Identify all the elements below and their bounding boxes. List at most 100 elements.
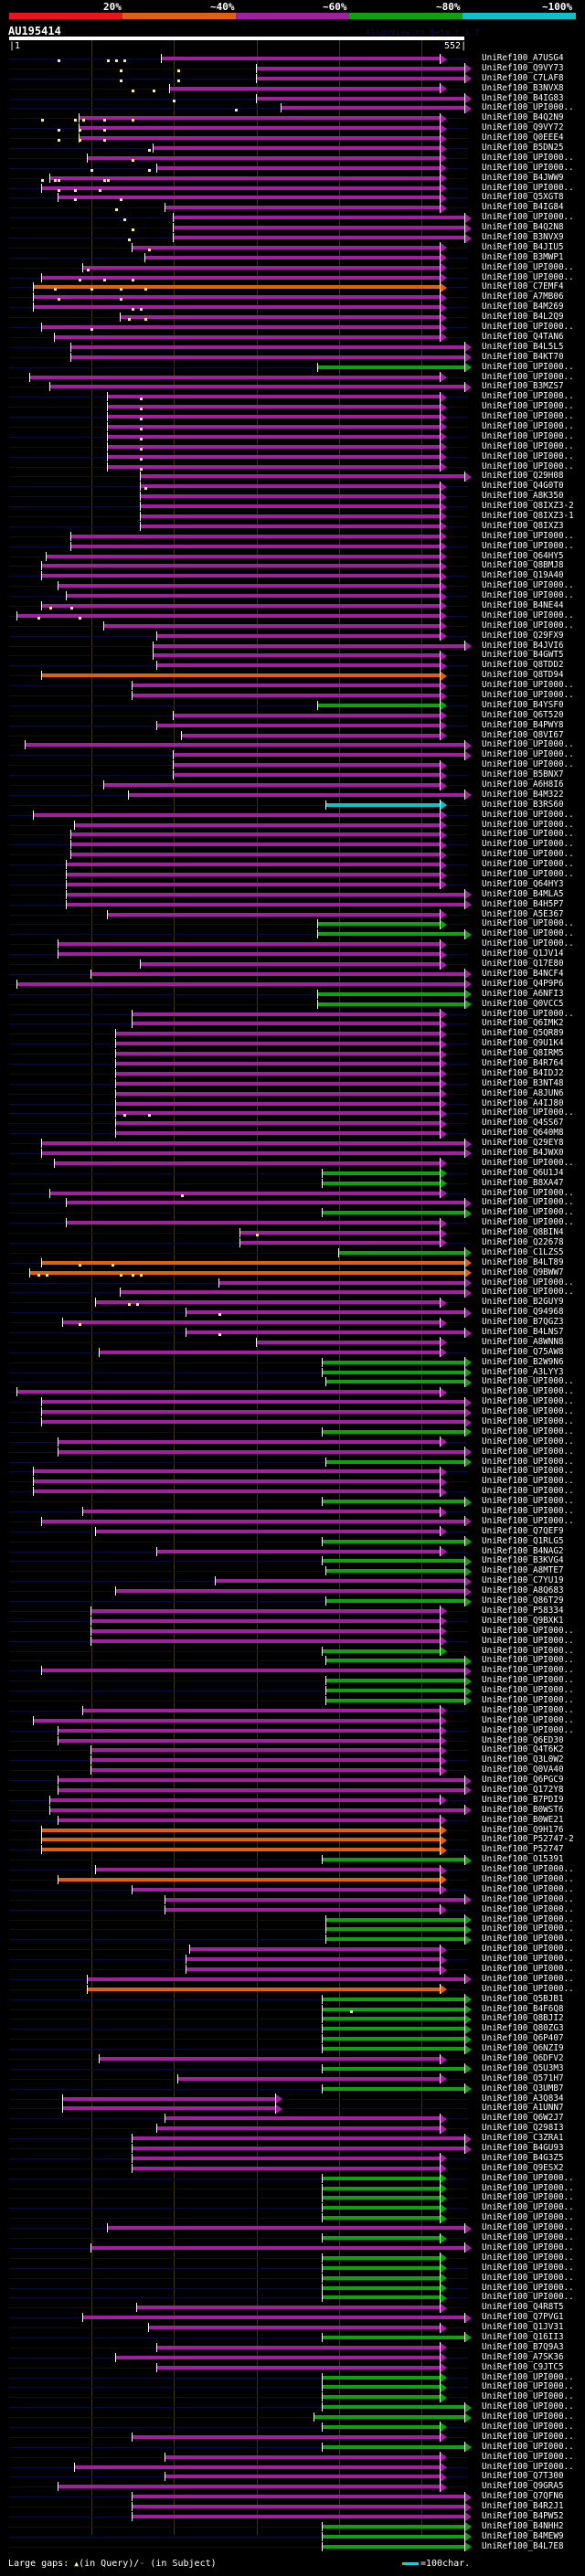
hit-label[interactable]: UniRef100_Q1JV14 [482,949,564,959]
alignment-bar[interactable] [79,136,441,141]
hit-label[interactable]: UniRef100_Q9BWW7 [482,1267,564,1277]
hit-label[interactable]: UniRef100_Q7QFN6 [482,2491,564,2502]
alignment-bar[interactable] [116,1131,441,1136]
hit-row[interactable]: UniRef100_Q1JV31 [0,2322,585,2333]
hit-row[interactable]: UniRef100_B4GU93 [0,2143,585,2154]
alignment-bar[interactable] [67,594,441,599]
hit-row[interactable]: UniRef100_UPI000.. [0,322,585,333]
hit-row[interactable]: UniRef100_B7Q9A3 [0,2342,585,2353]
hit-row[interactable]: UniRef100_B4JWX0 [0,1148,585,1159]
hit-row[interactable]: UniRef100_C7EMF4 [0,282,585,292]
alignment-bar[interactable] [87,1977,464,1981]
hit-label[interactable]: UniRef100_B3MWP1 [482,251,564,262]
hit-row[interactable]: UniRef100_Q571H7 [0,2072,585,2084]
hit-row[interactable]: UniRef100_UPI000.. [0,1108,585,1118]
alignment-bar[interactable] [120,1290,464,1295]
hit-row[interactable]: UniRef100_UPI000.. [0,1924,585,1935]
hit-row[interactable]: UniRef100_B4M322 [0,790,585,800]
hit-row[interactable]: UniRef100_B4IDJ2 [0,1068,585,1079]
alignment-bar[interactable] [108,405,441,409]
hit-row[interactable]: UniRef100_UPI000.. [0,1516,585,1527]
hit-row[interactable]: UniRef100_B3KVG4 [0,1556,585,1566]
hit-label[interactable]: UniRef100_B4F6Q8 [482,2003,564,2014]
hit-label[interactable]: UniRef100_B4GWT5 [482,650,564,661]
hit-label[interactable]: UniRef100_B4R2J1 [482,2501,564,2512]
hit-row[interactable]: UniRef100_Q640M8 [0,1128,585,1139]
alignment-bar[interactable] [58,1778,464,1783]
hit-label[interactable]: UniRef100_P58334 [482,1605,564,1616]
alignment-bar[interactable] [338,1250,464,1255]
hit-label[interactable]: UniRef100_UPI000.. [482,1446,574,1457]
alignment-bar[interactable] [62,1320,441,1325]
alignment-bar[interactable] [34,812,441,817]
alignment-bar[interactable] [322,2086,464,2091]
hit-label[interactable]: UniRef100_UPI000.. [482,1625,574,1636]
hit-row[interactable]: UniRef100_Q9VY72 [0,122,585,133]
alignment-bar[interactable] [34,1718,441,1723]
hit-row[interactable]: UniRef100_UPI000.. [0,1874,585,1885]
hit-label[interactable]: UniRef100_A5E367 [482,908,564,919]
hit-label[interactable]: UniRef100_UPI000.. [482,690,574,700]
alignment-bar[interactable] [91,1758,441,1763]
alignment-bar[interactable] [281,106,464,111]
hit-row[interactable]: UniRef100_UPI000.. [0,1188,585,1199]
alignment-bar[interactable] [29,1270,464,1275]
alignment-bar[interactable] [67,902,464,906]
hit-row[interactable]: UniRef100_UPI000.. [0,2452,585,2463]
hit-row[interactable]: UniRef100_UPI000.. [0,461,585,472]
hit-row[interactable]: UniRef100_UPI000.. [0,1715,585,1726]
hit-label[interactable]: UniRef100_UPI000.. [482,2252,574,2263]
hit-label[interactable]: UniRef100_UPI000.. [482,212,574,223]
hit-row[interactable]: UniRef100_UPI000.. [0,2202,585,2213]
hit-label[interactable]: UniRef100_A6NFI3 [482,988,564,999]
alignment-bar[interactable] [108,464,441,469]
hit-label[interactable]: UniRef100_Q6ED30 [482,1734,564,1745]
alignment-bar[interactable] [318,991,464,996]
hit-label[interactable]: UniRef100_A3Q834 [482,2093,564,2104]
hit-row[interactable]: UniRef100_Q8IXZ3-2 [0,501,585,512]
hit-label[interactable]: UniRef100_UPI000.. [482,1426,574,1436]
hit-label[interactable]: UniRef100_A6H8I6 [482,779,564,790]
hit-row[interactable]: UniRef100_UPI000.. [0,1944,585,1955]
alignment-bar[interactable] [91,971,464,976]
hit-label[interactable]: UniRef100_Q3UMB7 [482,2083,564,2094]
alignment-bar[interactable] [46,554,441,558]
alignment-bar[interactable] [157,1549,441,1553]
alignment-bar[interactable] [322,2047,464,2051]
alignment-bar[interactable] [133,2147,464,2151]
hit-row[interactable]: UniRef100_UPI000.. [0,938,585,949]
alignment-bar[interactable] [58,952,441,957]
alignment-bar[interactable] [326,1380,464,1384]
hit-label[interactable]: UniRef100_Q571H7 [482,2072,564,2083]
alignment-bar[interactable] [149,2326,441,2330]
alignment-bar[interactable] [186,1957,441,1962]
hit-row[interactable]: UniRef100_B0WST6 [0,1805,585,1816]
hit-row[interactable]: UniRef100_UPI000.. [0,531,585,542]
hit-label[interactable]: UniRef100_UPI000.. [482,461,574,472]
hit-label[interactable]: UniRef100_UPI000.. [482,1883,574,1894]
alignment-bar[interactable] [133,1012,441,1016]
hit-label[interactable]: UniRef100_Q29EY8 [482,1138,564,1149]
hit-row[interactable]: UniRef100_UPI000.. [0,690,585,701]
alignment-bar[interactable] [322,2255,441,2260]
hit-row[interactable]: UniRef100_A6H8I6 [0,779,585,790]
hit-row[interactable]: UniRef100_B4R2J1 [0,2501,585,2512]
hit-label[interactable]: UniRef100_Q0EEE4 [482,133,564,143]
alignment-bar[interactable] [136,2306,441,2310]
hit-row[interactable]: UniRef100_UPI000.. [0,441,585,452]
hit-label[interactable]: UniRef100_Q4TAN6 [482,331,564,342]
hit-row[interactable]: UniRef100_B3NT48 [0,1078,585,1089]
hit-label[interactable]: UniRef100_Q29FX9 [482,630,564,641]
hit-label[interactable]: UniRef100_B4NHH2 [482,2520,564,2531]
hit-row[interactable]: UniRef100_UPI000.. [0,1894,585,1905]
alignment-bar[interactable] [322,2037,464,2041]
hit-label[interactable]: UniRef100_A8K350 [482,491,564,502]
alignment-bar[interactable] [326,1679,464,1683]
hit-row[interactable]: UniRef100_UPI000.. [0,2442,585,2453]
hit-label[interactable]: UniRef100_Q6W2J7 [482,2113,564,2124]
hit-row[interactable]: UniRef100_B4PWY8 [0,720,585,731]
alignment-bar[interactable] [42,1828,441,1832]
hit-row[interactable]: UniRef100_B3MWP1 [0,251,585,263]
alignment-bar[interactable] [161,57,441,60]
hit-label[interactable]: UniRef100_UPI000.. [482,928,574,939]
